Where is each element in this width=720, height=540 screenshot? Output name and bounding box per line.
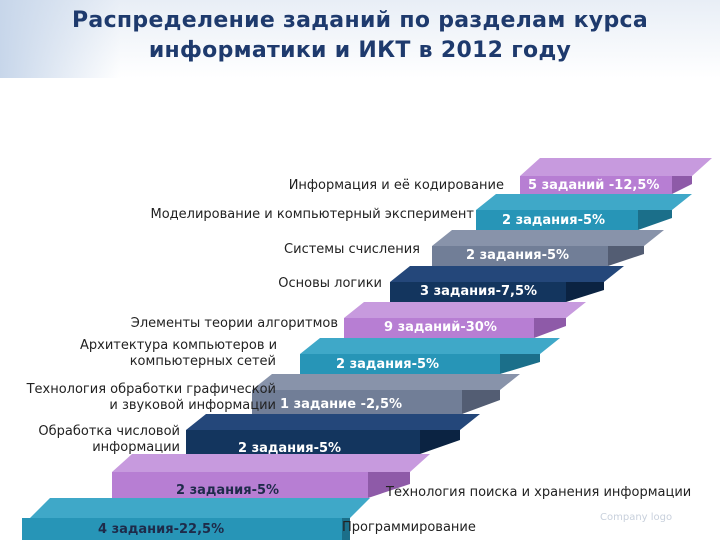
company-logo: Company logo [600, 512, 673, 523]
section-label-5: Элементы теории алгоритмов [130, 316, 338, 331]
title-line-1: Распределение заданий по разделам курса [72, 8, 648, 33]
section-label-10: Программирование [342, 520, 476, 535]
section-label-7: Технология обработки графической и звуко… [4, 382, 276, 414]
task-count-5: 9 заданий-30% [384, 320, 497, 335]
task-count-6: 2 задания-5% [336, 357, 440, 372]
section-label-1: Информация и её кодирование [288, 178, 504, 193]
step-2 [476, 194, 692, 230]
step-5 [344, 302, 586, 338]
task-count-8: 2 задания-5% [238, 441, 342, 456]
task-count-9: 2 задания-5% [176, 483, 280, 498]
step-7 [252, 374, 520, 414]
step-3 [432, 230, 664, 266]
step-1 [520, 158, 712, 194]
task-count-7: 1 задание -2,5% [280, 397, 403, 412]
section-label-7-line-1: Технология обработки графической [26, 382, 276, 397]
title-line-2: информатики и ИКТ в 2012 году [148, 38, 572, 63]
section-label-8: Обработка числовой информации [20, 424, 180, 456]
task-count-1: 5 заданий -12,5% [528, 178, 660, 193]
task-count-4: 3 задания-7,5% [420, 284, 538, 299]
step-9 [112, 454, 430, 498]
step-6 [300, 338, 560, 374]
section-label-8-line-1: Обработка числовой [38, 424, 180, 439]
title-band [0, 0, 720, 78]
section-label-3: Системы счисления [284, 242, 420, 257]
step-4 [390, 266, 624, 302]
section-label-6: Архитектура компьютеров и компьютерных с… [80, 338, 278, 370]
section-label-6-line-1: Архитектура компьютеров и [80, 338, 278, 353]
title-stripe [0, 0, 120, 78]
section-label-4: Основы логики [278, 276, 382, 291]
section-label-6-line-2: компьютерных сетей [129, 354, 276, 369]
task-count-3: 2 задания-5% [466, 248, 570, 263]
section-label-8-line-2: информации [92, 440, 180, 455]
task-count-2: 2 задания-5% [502, 213, 606, 228]
step-10 [22, 498, 370, 540]
section-label-9: Технология поиска и хранения информации [386, 485, 692, 500]
slide-title: Распределение заданий по разделам курса … [0, 6, 720, 66]
section-label-7-line-2: и звуковой информации [109, 398, 276, 413]
task-count-10: 4 задания-22,5% [98, 522, 225, 537]
step-8 [186, 414, 480, 454]
section-label-2: Моделирование и компьютерный эксперимент [150, 207, 474, 222]
